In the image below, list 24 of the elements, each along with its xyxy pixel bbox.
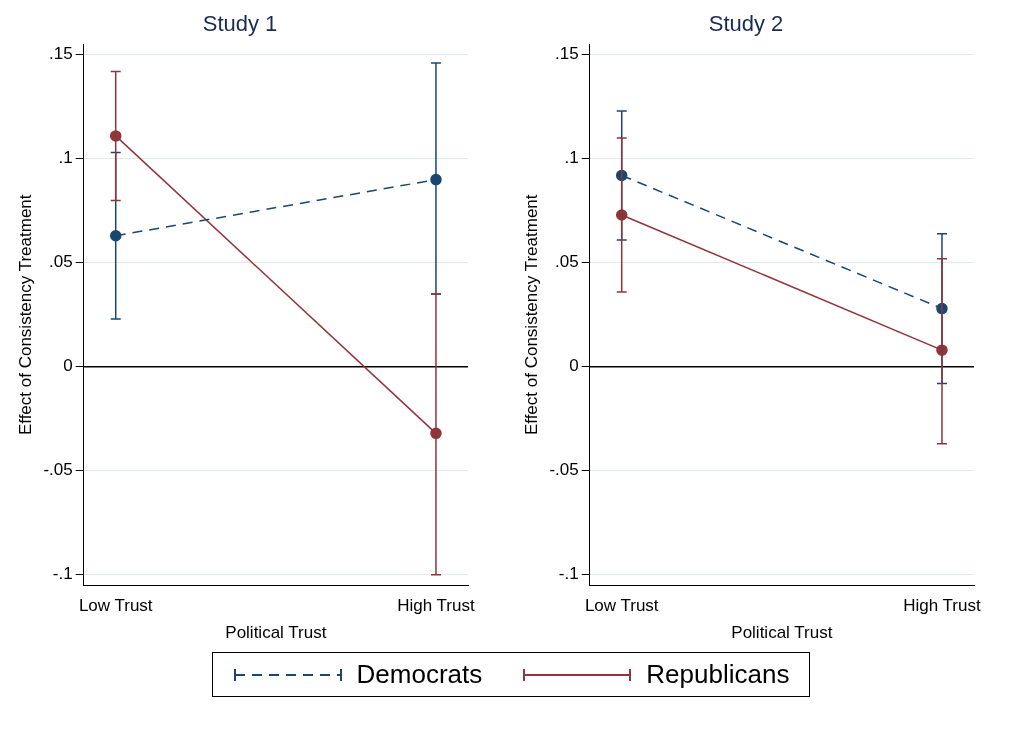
x-tick-label: Low Trust <box>78 596 153 616</box>
y-tick-label: -.1 <box>52 564 73 584</box>
y-tick-label: 0 <box>569 356 579 376</box>
x-tick-label: High Trust <box>397 596 475 616</box>
x-tick-label: High Trust <box>903 596 981 616</box>
y-tick-label: -.05 <box>549 460 579 480</box>
y-tick-label: .1 <box>564 148 579 168</box>
y-axis-title: Effect of Consistency Treatment <box>521 194 541 436</box>
y-tick-label: 0 <box>63 356 73 376</box>
y-tick-label: -.05 <box>43 460 73 480</box>
y-tick-label: .05 <box>555 252 579 272</box>
y-tick-label: .1 <box>58 148 73 168</box>
y-tick-label: -.1 <box>558 564 579 584</box>
x-axis-title: Political Trust <box>225 623 327 643</box>
legend-label: Democrats <box>356 659 483 690</box>
y-axis-title: Effect of Consistency Treatment <box>15 194 35 436</box>
x-axis-title: Political Trust <box>731 623 833 643</box>
x-tick-label: Low Trust <box>584 596 659 616</box>
y-tick-label: .15 <box>555 44 579 64</box>
y-tick-label: .05 <box>49 252 73 272</box>
y-tick-label: .15 <box>49 44 73 64</box>
chart-title: Study 2 <box>708 11 784 37</box>
legend-label: Republicans <box>646 659 790 690</box>
chart-title: Study 1 <box>202 11 278 37</box>
